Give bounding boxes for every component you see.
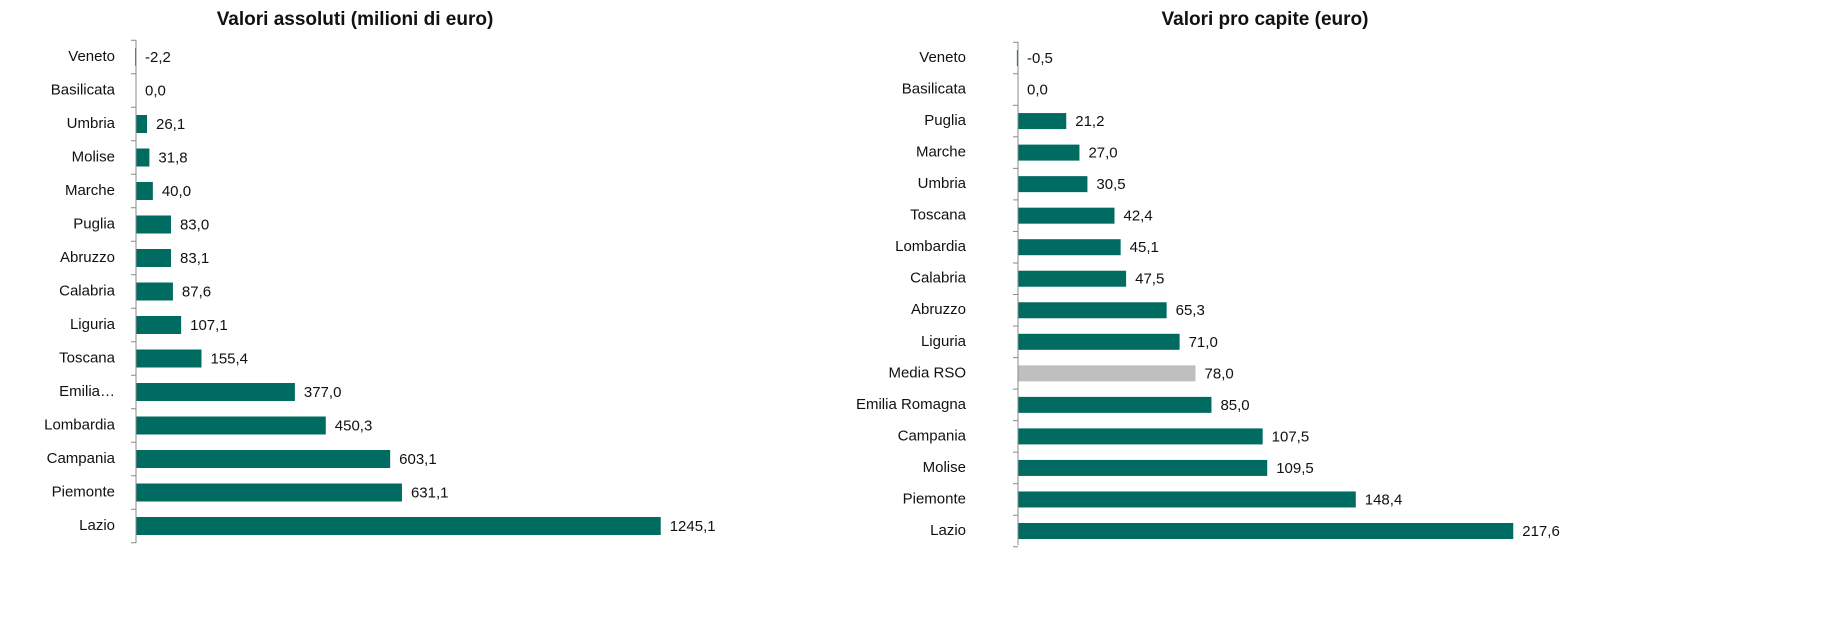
category-label: Puglia	[924, 112, 966, 129]
value-label: 107,1	[190, 317, 228, 334]
value-label: 85,0	[1220, 397, 1249, 414]
bar	[1016, 50, 1018, 66]
category-label: Lombardia	[895, 238, 967, 255]
category-label: Molise	[72, 148, 115, 165]
bar	[1018, 270, 1127, 287]
category-label: Puglia	[73, 215, 115, 232]
category-label: Lazio	[79, 517, 115, 534]
category-label: Emilia…	[59, 383, 115, 400]
value-label: 83,0	[180, 216, 209, 233]
category-label: Calabria	[910, 270, 967, 287]
category-label: Calabria	[59, 282, 116, 299]
value-label: 1245,1	[670, 518, 716, 535]
value-label: 148,4	[1365, 491, 1403, 508]
category-label: Umbria	[918, 175, 967, 192]
bar	[136, 182, 153, 200]
bar	[136, 450, 391, 468]
value-label: 109,5	[1276, 460, 1314, 477]
value-label: -0,5	[1027, 50, 1053, 67]
bar	[136, 416, 326, 435]
value-label: 217,6	[1522, 523, 1560, 540]
value-label: 30,5	[1096, 176, 1125, 193]
category-label: Toscana	[59, 349, 116, 366]
bar	[136, 483, 402, 502]
value-label: 71,0	[1189, 334, 1218, 351]
value-label: 155,4	[210, 350, 248, 367]
value-label: 42,4	[1124, 208, 1153, 225]
bar	[1018, 144, 1080, 161]
bar	[1018, 302, 1167, 319]
value-label: 40,0	[162, 183, 191, 200]
category-label: Veneto	[919, 49, 966, 66]
bar	[1018, 365, 1196, 382]
chart-title: Valori assoluti (milioni di euro)	[217, 9, 494, 30]
bar	[136, 383, 295, 401]
category-label: Toscana	[910, 207, 967, 224]
category-label: Veneto	[68, 48, 115, 65]
category-label: Media RSO	[888, 364, 966, 381]
bar	[1018, 523, 1514, 539]
category-label: Liguria	[921, 333, 967, 350]
value-label: 65,3	[1176, 302, 1205, 319]
value-label: 27,0	[1088, 145, 1117, 162]
chart-title: Valori pro capite (euro)	[1162, 9, 1369, 30]
value-label: 47,5	[1135, 271, 1164, 288]
category-label: Marche	[916, 144, 966, 161]
bar	[1018, 333, 1180, 350]
value-label: -2,2	[145, 49, 171, 66]
value-label: 631,1	[411, 484, 449, 501]
value-label: 0,0	[145, 82, 166, 99]
bar	[136, 249, 172, 267]
category-label: Lazio	[930, 522, 966, 539]
bar	[136, 148, 150, 167]
bar	[1018, 113, 1067, 130]
bar	[136, 517, 661, 535]
value-label: 0,0	[1027, 82, 1048, 99]
category-label: Piemonte	[52, 483, 115, 500]
category-label: Molise	[923, 459, 966, 476]
category-label: Abruzzo	[60, 249, 115, 266]
value-label: 377,0	[304, 384, 342, 401]
bar	[136, 316, 182, 334]
category-label: Basilicata	[51, 81, 116, 98]
bar	[1018, 396, 1212, 413]
value-label: 78,0	[1205, 365, 1234, 382]
value-label: 450,3	[335, 417, 373, 434]
bar	[1018, 428, 1263, 445]
value-label: 87,6	[182, 283, 211, 300]
value-label: 31,8	[158, 149, 187, 166]
bar	[1018, 176, 1088, 193]
bar	[136, 115, 147, 133]
bar	[136, 282, 173, 301]
value-label: 603,1	[399, 451, 437, 468]
category-label: Piemonte	[903, 490, 966, 507]
bar	[1018, 239, 1121, 256]
category-label: Emilia Romagna	[856, 396, 967, 413]
category-label: Lombardia	[44, 416, 116, 433]
category-label: Liguria	[70, 316, 116, 333]
category-label: Campania	[898, 427, 967, 444]
category-label: Abruzzo	[911, 301, 966, 318]
category-label: Umbria	[67, 115, 116, 132]
category-label: Marche	[65, 182, 115, 199]
bar	[136, 349, 202, 368]
value-label: 45,1	[1130, 239, 1159, 256]
bar	[1018, 207, 1115, 224]
bar	[1018, 459, 1268, 476]
value-label: 107,5	[1272, 428, 1310, 445]
bar	[1018, 491, 1356, 508]
category-label: Basilicata	[902, 81, 967, 98]
value-label: 26,1	[156, 116, 185, 133]
category-label: Campania	[47, 450, 116, 467]
value-label: 83,1	[180, 250, 209, 267]
value-label: 21,2	[1075, 113, 1104, 130]
bar	[136, 215, 171, 234]
